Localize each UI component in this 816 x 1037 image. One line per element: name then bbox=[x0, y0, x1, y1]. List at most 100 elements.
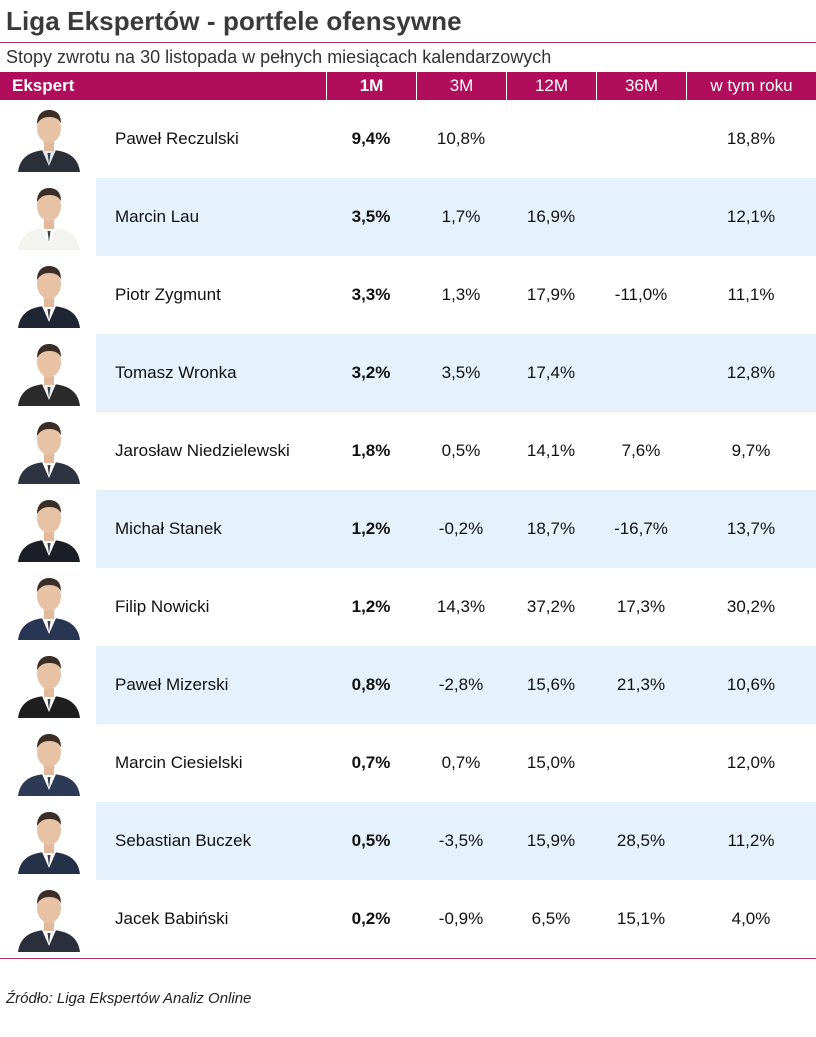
return-1m: 0,8% bbox=[351, 675, 391, 694]
return-1m: 1,2% bbox=[351, 519, 391, 538]
return-1m: 3,5% bbox=[351, 207, 391, 226]
expert-name: Tomasz Wronka bbox=[115, 363, 237, 382]
return-1m: 1,8% bbox=[351, 441, 391, 460]
expert-photo bbox=[14, 574, 84, 640]
return-12m: 15,9% bbox=[526, 831, 576, 850]
return-1m: 9,4% bbox=[351, 129, 391, 148]
return-3m: 0,5% bbox=[441, 441, 481, 460]
row-background bbox=[96, 334, 816, 412]
return-1m: 0,7% bbox=[351, 753, 391, 772]
table-row: Filip Nowicki 1,2% 14,3% 37,2% 17,3% 30,2% bbox=[0, 568, 816, 646]
table-row: Tomasz Wronka 3,2% 3,5% 17,4% 12,8% bbox=[0, 334, 816, 412]
return-ytd: 11,1% bbox=[727, 285, 775, 304]
expert-photo bbox=[14, 808, 84, 874]
title-divider bbox=[0, 42, 816, 43]
return-1m: 0,2% bbox=[351, 909, 391, 928]
table-row: Jarosław Niedzielewski 1,8% 0,5% 14,1% 7,6% 9… bbox=[0, 412, 816, 490]
expert-name: Jacek Babiński bbox=[115, 909, 229, 928]
return-3m: 10,8% bbox=[436, 129, 486, 148]
return-ytd: 30,2% bbox=[726, 597, 776, 616]
table-row: Marcin Lau 3,5% 1,7% 16,9% 12,1% bbox=[0, 178, 816, 256]
expert-photo bbox=[14, 340, 84, 406]
expert-photo bbox=[14, 886, 84, 952]
return-36m bbox=[596, 178, 686, 256]
return-12m: 16,9% bbox=[526, 207, 576, 226]
return-36m: 7,6% bbox=[621, 441, 661, 460]
return-ytd: 12,0% bbox=[726, 753, 776, 772]
return-ytd: 11,2% bbox=[727, 831, 775, 850]
return-ytd: 12,8% bbox=[726, 363, 776, 382]
header-3m: 3M bbox=[416, 72, 506, 100]
bottom-divider bbox=[0, 958, 816, 959]
return-12m: 14,1% bbox=[526, 441, 576, 460]
table-row: Michał Stanek 1,2% -0,2% 18,7% -16,7% 13,7% bbox=[0, 490, 816, 568]
return-3m: 1,7% bbox=[441, 207, 481, 226]
expert-name: Jarosław Niedzielewski bbox=[115, 441, 290, 460]
return-12m: 15,6% bbox=[526, 675, 576, 694]
table-row: Jacek Babiński 0,2% -0,9% 6,5% 15,1% 4,0% bbox=[0, 880, 816, 958]
return-1m: 3,2% bbox=[351, 363, 391, 382]
return-3m: 14,3% bbox=[436, 597, 486, 616]
return-36m: -11,0% bbox=[614, 285, 668, 304]
return-12m: 17,9% bbox=[526, 285, 576, 304]
header-1m: 1M bbox=[326, 72, 416, 100]
return-36m: 28,5% bbox=[616, 831, 666, 850]
header-36m: 36M bbox=[596, 72, 686, 100]
expert-photo bbox=[14, 262, 84, 328]
page-title: Liga Ekspertów - portfele ofensywne bbox=[6, 6, 462, 36]
return-3m: -0,9% bbox=[438, 909, 484, 928]
return-12m: 15,0% bbox=[526, 753, 576, 772]
return-1m: 0,5% bbox=[351, 831, 391, 850]
table-row: Marcin Ciesielski 0,7% 0,7% 15,0% 12,0% bbox=[0, 724, 816, 802]
expert-photo bbox=[14, 652, 84, 718]
header-ytd: w tym roku bbox=[686, 72, 816, 100]
return-ytd: 13,7% bbox=[726, 519, 776, 538]
table-row: Paweł Reczulski 9,4% 10,8% 18,8% bbox=[0, 100, 816, 178]
return-12m: 6,5% bbox=[531, 909, 571, 928]
return-36m: 21,3% bbox=[616, 675, 666, 694]
return-1m: 1,2% bbox=[351, 597, 391, 616]
row-background bbox=[96, 646, 816, 724]
row-background bbox=[96, 178, 816, 256]
expert-name: Marcin Lau bbox=[115, 207, 200, 226]
return-ytd: 18,8% bbox=[726, 129, 776, 148]
return-3m: -2,8% bbox=[438, 675, 484, 694]
expert-photo bbox=[14, 184, 84, 250]
expert-photo bbox=[14, 106, 84, 172]
return-36m bbox=[596, 334, 686, 412]
return-12m: 17,4% bbox=[526, 363, 576, 382]
table-row: Paweł Mizerski 0,8% -2,8% 15,6% 21,3% 10,6% bbox=[0, 646, 816, 724]
return-12m: 18,7% bbox=[526, 519, 576, 538]
table-row: Sebastian Buczek 0,5% -3,5% 15,9% 28,5% 11,2% bbox=[0, 802, 816, 880]
expert-name: Michał Stanek bbox=[115, 519, 222, 538]
expert-photo bbox=[14, 496, 84, 562]
table-row: Piotr Zygmunt 3,3% 1,3% 17,9% -11,0% 11,1% bbox=[0, 256, 816, 334]
table-body: Paweł Reczulski 9,4% 10,8% 18,8% Marcin Lau 3… bbox=[0, 100, 816, 958]
return-ytd: 9,7% bbox=[731, 441, 771, 460]
page-subtitle: Stopy zwrotu na 30 listopada w pełnych m… bbox=[6, 47, 552, 67]
header-expert: Ekspert bbox=[12, 76, 75, 95]
row-background bbox=[96, 490, 816, 568]
return-3m: 0,7% bbox=[441, 753, 481, 772]
return-3m: -0,2% bbox=[438, 519, 484, 538]
return-36m bbox=[596, 724, 686, 802]
source-note: Źródło: Liga Ekspertów Analiz Online bbox=[6, 990, 252, 1007]
return-ytd: 4,0% bbox=[731, 909, 771, 928]
row-background bbox=[96, 802, 816, 880]
expert-name: Paweł Reczulski bbox=[115, 129, 239, 148]
return-36m bbox=[596, 100, 686, 178]
return-36m: 17,3% bbox=[616, 597, 666, 616]
return-3m: 1,3% bbox=[441, 285, 481, 304]
return-1m: 3,3% bbox=[351, 285, 391, 304]
return-12m: 37,2% bbox=[526, 597, 576, 616]
return-3m: -3,5% bbox=[438, 831, 484, 850]
header-12m: 12M bbox=[506, 72, 596, 100]
expert-name: Filip Nowicki bbox=[115, 597, 210, 616]
return-ytd: 12,1% bbox=[726, 207, 776, 226]
return-36m: -16,7% bbox=[614, 519, 668, 538]
expert-photo bbox=[14, 730, 84, 796]
expert-name: Piotr Zygmunt bbox=[115, 285, 221, 304]
table-header: Ekspert 1M 3M 12M 36M w tym roku bbox=[0, 72, 816, 100]
expert-photo bbox=[14, 418, 84, 484]
expert-name: Marcin Ciesielski bbox=[115, 753, 243, 772]
